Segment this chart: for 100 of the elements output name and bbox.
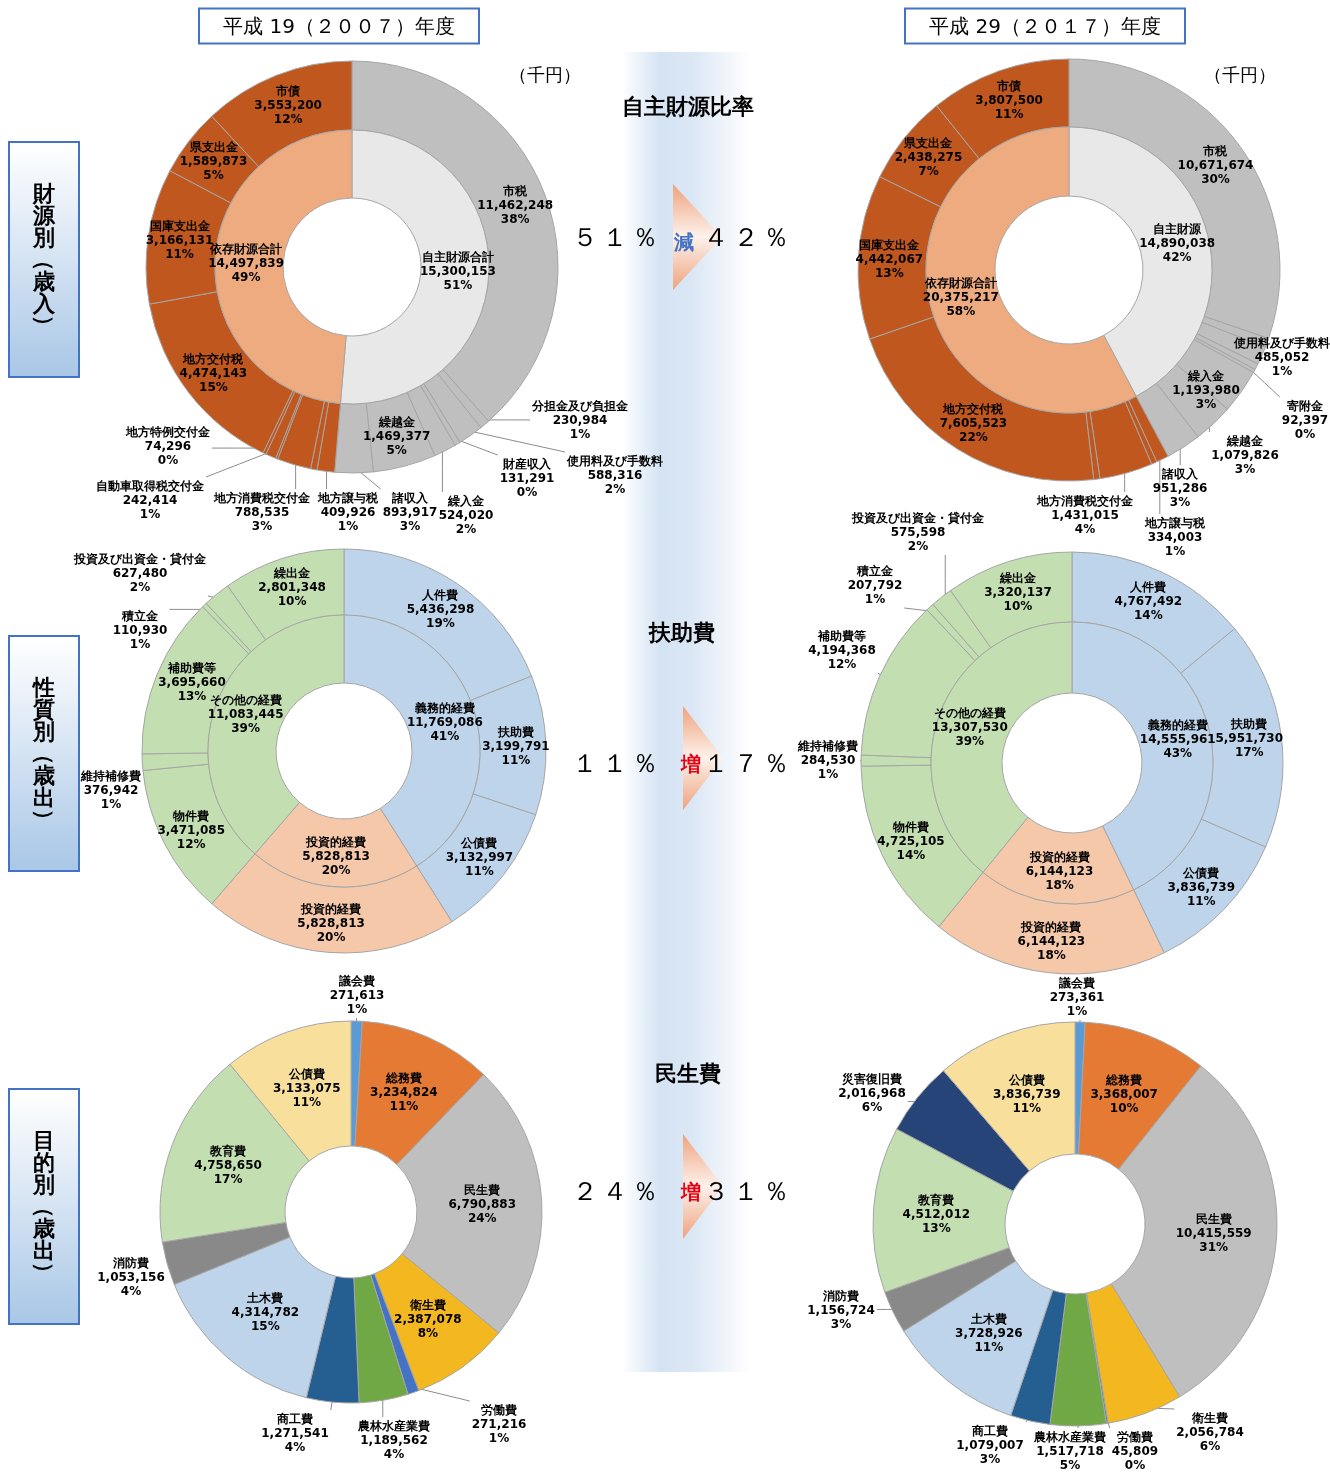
- slice-label: 土木費: [246, 1290, 284, 1305]
- data-label: 788,535 3%: [234, 505, 290, 533]
- slice-label: 公債費: [287, 1067, 325, 1082]
- data-label: 273,361 1%: [1049, 990, 1105, 1018]
- data-label: 131,291 0%: [499, 471, 555, 499]
- slice-label: 義務的経費: [1146, 717, 1208, 732]
- data-label: 4,758,650 17%: [194, 1158, 262, 1187]
- data-label: 3,471,085 12%: [157, 822, 225, 851]
- slice-label: 地方交付税: [182, 352, 245, 367]
- slice-label: 総務費: [384, 1070, 422, 1085]
- data-label: 5,951,730 17%: [1215, 731, 1284, 759]
- data-label: 376,942 1%: [83, 783, 139, 811]
- slice-label: 民生費: [464, 1183, 501, 1198]
- data-label: 6,144,123 18%: [1025, 863, 1094, 892]
- slice-label: 投資的経費: [1020, 919, 1082, 934]
- data-label: 485,052 1%: [1254, 350, 1310, 378]
- slice-label: 市債: [275, 83, 301, 98]
- text: 性質別（歳出）: [32, 674, 57, 831]
- data-label: 3,836,739 11%: [992, 1086, 1061, 1115]
- slice-label: 県支出金: [903, 136, 954, 151]
- slice-label: 維持補修費: [797, 739, 858, 753]
- data-label: 3,368,007 10%: [1090, 1086, 1158, 1115]
- data-label: 15,300,153 51%: [419, 264, 496, 293]
- data-label: 11,083,445 39%: [207, 707, 284, 736]
- data-label: 20,375,217 58%: [922, 289, 999, 318]
- slice-label: 繰入金: [1187, 369, 1225, 383]
- text: 減: [674, 228, 694, 256]
- data-label: 3,133,075 11%: [272, 1081, 341, 1110]
- data-label: 271,613 1%: [329, 988, 385, 1016]
- slice-label: 議会費: [1058, 976, 1095, 990]
- data-label: 242,414 1%: [122, 493, 178, 521]
- data-label: 4,474,143 15%: [179, 366, 248, 395]
- slice-label: 市税: [1202, 144, 1229, 159]
- data-label: 14,555,961 43%: [1139, 731, 1216, 760]
- data-label: 3,553,200 12%: [254, 97, 322, 126]
- slice-label: 繰越金: [1226, 434, 1264, 448]
- text: ２４％: [572, 1174, 662, 1208]
- slice-label: 使用料及び手数料: [1233, 336, 1330, 350]
- slice-label: 商工費: [276, 1412, 313, 1426]
- chart-title: 平成 29（２０１７）年度: [904, 7, 1186, 45]
- data-label: 627,480 2%: [112, 566, 168, 594]
- slice-label: 自動車取得税交付金: [96, 479, 205, 493]
- slice-label: 投資及び出資金・貸付金: [73, 552, 207, 566]
- data-label: 524,020 2%: [438, 508, 494, 536]
- slice-label: 自主財源: [1153, 222, 1203, 237]
- data-label: 1,156,724 3%: [807, 1303, 875, 1331]
- text: ４２％: [703, 220, 793, 254]
- slice-label: 地方消費税交付金: [1036, 494, 1134, 508]
- data-label: 334,003 1%: [1147, 530, 1203, 558]
- slice-label: 地方譲与税: [317, 491, 379, 505]
- slice-label: 市債: [996, 79, 1022, 94]
- data-label: 4,725,105 14%: [877, 834, 945, 863]
- data-label: 10,415,559 31%: [1175, 1225, 1252, 1254]
- data-label: 2,056,784 6%: [1176, 1425, 1244, 1453]
- slice-label: 地方譲与税: [1144, 516, 1206, 530]
- data-label: 284,530 1%: [800, 753, 856, 781]
- slice-label: 義務的経費: [413, 700, 475, 715]
- text: 民生費: [655, 1060, 721, 1088]
- data-label: 3,728,926 11%: [955, 1326, 1023, 1355]
- data-label: 11,769,086 41%: [406, 714, 483, 743]
- slice-label: 民生費: [1195, 1211, 1232, 1226]
- data-label: 110,930 1%: [112, 623, 168, 651]
- data-label: 4,512,012 13%: [902, 1206, 971, 1235]
- slice-label: 災害復旧費: [841, 1072, 902, 1086]
- slice-label: 積立金: [856, 564, 894, 578]
- slice-label: その他の経費: [209, 693, 282, 708]
- data-label: 271,216 1%: [471, 1417, 527, 1445]
- slice-label: 地方消費税交付金: [213, 491, 311, 505]
- data-label: 2,387,078 8%: [394, 1311, 462, 1340]
- data-label: 7,605,523 22%: [939, 415, 1008, 444]
- data-label: 2,801,348 10%: [258, 580, 326, 609]
- text: 自主財源比率: [622, 93, 754, 121]
- slice-label: 教育費: [917, 1192, 955, 1207]
- data-label: 1,189,562 4%: [360, 1433, 428, 1461]
- data-label: 893,917 3%: [382, 505, 438, 533]
- data-label: 45,809 0%: [1111, 1444, 1159, 1472]
- slice-label: 投資的経費: [300, 901, 362, 916]
- slice-label: 繰出金: [998, 571, 1037, 586]
- slice-label: 繰越金: [377, 414, 416, 429]
- slice-label: 財産収入: [502, 457, 552, 471]
- slice-label: 議会費: [338, 974, 375, 988]
- data-label: 4,767,492 14%: [1114, 594, 1183, 623]
- slice-label: 投資的経費: [305, 834, 367, 849]
- data-label: 230,984 1%: [552, 413, 608, 441]
- slice-label: 農林水産業費: [357, 1419, 430, 1433]
- slice-label: 投資的経費: [1028, 849, 1090, 864]
- slice-label: 消防費: [112, 1256, 149, 1270]
- slice-label: 繰出金: [273, 566, 312, 581]
- slice-label: 扶助費: [1230, 717, 1268, 731]
- data-label: 5,828,813 20%: [302, 848, 370, 877]
- data-label: 1,589,873 5%: [179, 153, 248, 182]
- slice-label: 公債費: [1007, 1072, 1045, 1087]
- slice-label: 自主財源合計: [421, 250, 494, 265]
- text: 増: [681, 750, 701, 778]
- text: ３１％: [703, 1174, 793, 1208]
- slice-label: 公債費: [460, 836, 498, 851]
- data-label: 5,828,813 20%: [297, 915, 365, 944]
- data-label: 588,316 2%: [587, 468, 643, 496]
- text: １７％: [703, 746, 793, 780]
- chart-subtitle: （千円）: [1204, 63, 1276, 87]
